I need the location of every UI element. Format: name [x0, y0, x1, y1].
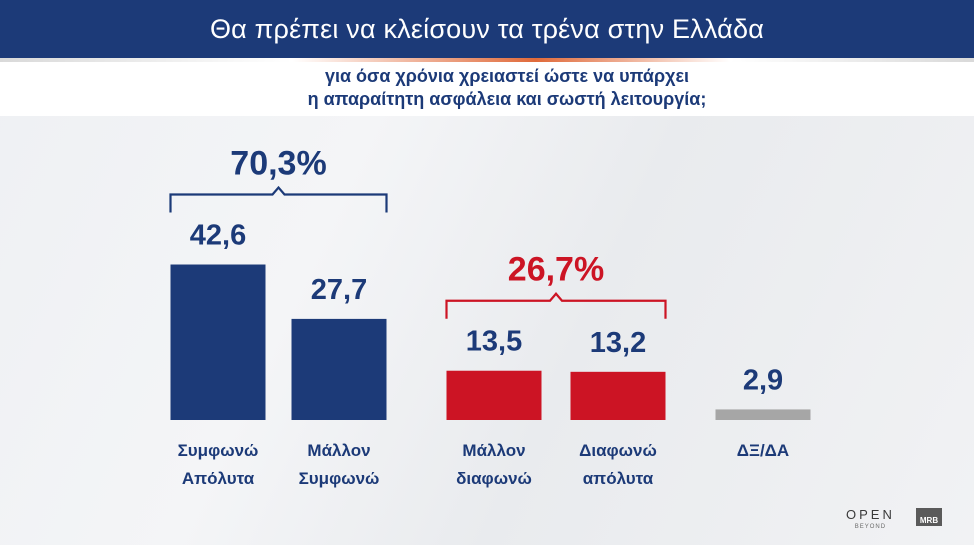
group-total-label-1: 26,7% — [508, 251, 604, 289]
group-bracket-0 — [169, 185, 388, 213]
category-label-2-0: Μάλλον — [462, 441, 525, 460]
bar-1 — [291, 318, 387, 420]
subtitle-band — [0, 62, 974, 116]
category-label-3-0: Διαφωνώ — [579, 441, 657, 460]
open-logo-tagline: BEYOND — [854, 524, 887, 530]
category-label-0-1: Απόλυτα — [182, 469, 255, 488]
group-total-label-0: 70,3% — [230, 145, 326, 183]
group-bracket-1 — [445, 292, 667, 319]
value-label-1: 27,7 — [311, 274, 367, 306]
bar-4 — [715, 409, 811, 420]
category-label-1-0: Μάλλον — [307, 441, 370, 460]
category-label-4-0: ΔΞ/ΔΑ — [737, 441, 789, 460]
bar-2 — [446, 370, 542, 420]
bar-0 — [170, 264, 266, 420]
subtitle-line-2: η απαραίτητη ασφάλεια και σωστή λειτουργ… — [307, 89, 707, 109]
subtitle-line-1: για όσα χρόνια χρειαστεί ώστε να υπάρχει — [324, 66, 690, 86]
category-label-0-0: Συμφωνώ — [178, 441, 259, 460]
value-label-4: 2,9 — [743, 364, 783, 396]
value-label-2: 13,5 — [466, 326, 522, 358]
mrb-logo: MRB — [916, 508, 942, 526]
value-label-3: 13,2 — [590, 327, 646, 359]
open-logo: OPEN BEYOND — [846, 508, 895, 534]
category-label-1-1: Συμφωνώ — [299, 469, 380, 488]
bar-3 — [570, 371, 666, 420]
title-accent-stripe — [0, 58, 974, 62]
value-label-0: 42,6 — [190, 220, 246, 252]
page-title: Θα πρέπει να κλείσουν τα τρένα στην Ελλά… — [209, 13, 765, 44]
mrb-logo-text: MRB — [919, 516, 939, 525]
title-bar: Θα πρέπει να κλείσουν τα τρένα στην Ελλά… — [0, 0, 974, 58]
category-label-2-1: διαφωνώ — [456, 469, 532, 488]
open-logo-text: OPEN — [846, 507, 895, 522]
category-label-3-1: απόλυτα — [583, 469, 654, 488]
